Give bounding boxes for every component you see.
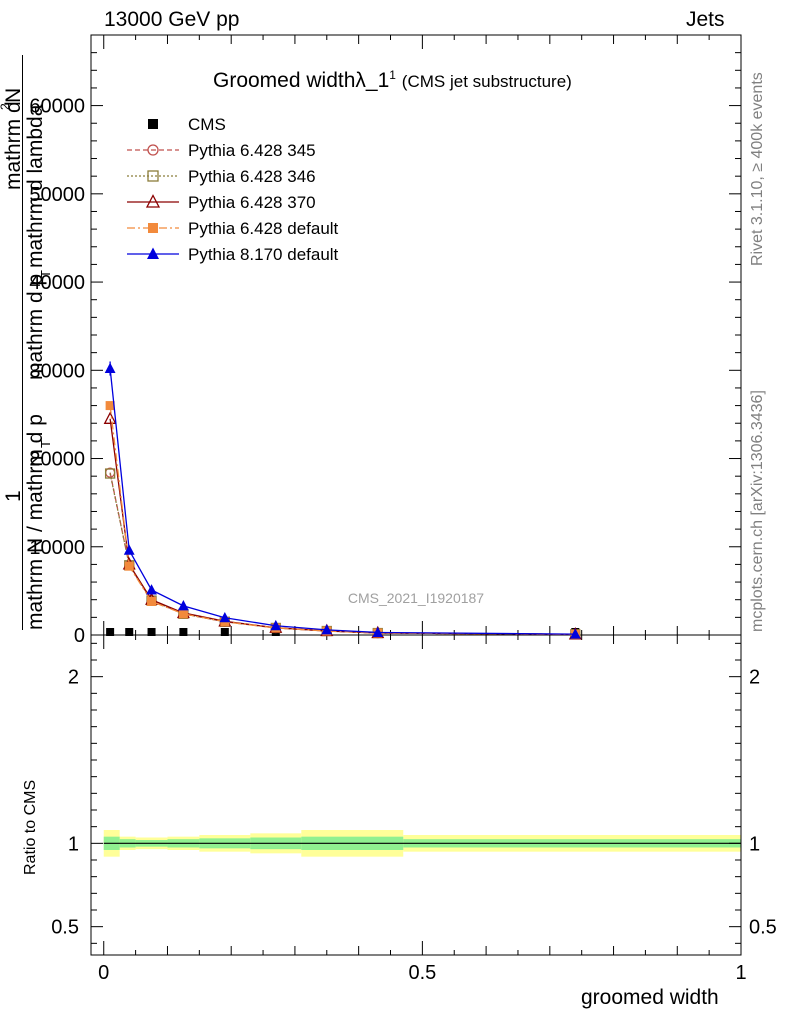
legend-marker-p346 bbox=[147, 170, 159, 182]
data-point-cms bbox=[106, 628, 115, 636]
main-axes: 0 10000 20000 30000 40000 50000 60000 bbox=[29, 34, 742, 647]
data-point-p370 bbox=[103, 411, 117, 424]
header-collision: 13000 GeV pp bbox=[104, 8, 240, 31]
legend-item-p346: Pythia 6.428 346 bbox=[127, 167, 316, 186]
legend-item-cms: CMS bbox=[148, 115, 226, 134]
plot-title-main: Groomed width bbox=[213, 69, 356, 92]
y-tick-label-main: 60000 bbox=[29, 96, 85, 118]
data-point-p8 bbox=[569, 628, 581, 639]
legend-marker-p370 bbox=[145, 194, 161, 208]
legend-item-p8: Pythia 8.170 default bbox=[127, 245, 339, 264]
data-point-p8 bbox=[178, 600, 189, 611]
legend-label-p370: Pythia 6.428 370 bbox=[188, 193, 316, 212]
header-category: Jets bbox=[686, 8, 725, 31]
plot-title-sup: 1 bbox=[389, 68, 396, 82]
x-tick-label: 0 bbox=[98, 962, 109, 984]
ratio-axes: 0 0.5 1 0.5 0.5 1 1 2 2 bbox=[51, 634, 777, 984]
y-tick-label-main: 20000 bbox=[29, 449, 85, 471]
y-tick-label-ratio: 0.5 bbox=[51, 917, 79, 939]
legend-item-pdef: Pythia 6.428 default bbox=[127, 219, 339, 238]
y-tick-label-ratio: 2 bbox=[68, 667, 79, 689]
data-point-pdef bbox=[124, 561, 134, 571]
data-point-p8 bbox=[270, 619, 282, 631]
legend: CMS Pythia 6.428 345 Pythia 6.428 346 Pythi… bbox=[127, 115, 339, 264]
legend-marker-p345 bbox=[147, 144, 159, 156]
y-tick-label-ratio-right: 1 bbox=[749, 833, 760, 855]
series-line-pdef bbox=[109, 405, 576, 635]
data-point-p8 bbox=[372, 626, 384, 637]
data-point-p346 bbox=[104, 468, 116, 479]
plot-title: Groomed widthλ_11 (CMS jet substructure) bbox=[213, 68, 572, 93]
data-point-cms bbox=[179, 628, 188, 636]
legend-marker-pdef bbox=[148, 223, 158, 233]
x-tick-label: 0.5 bbox=[408, 962, 436, 984]
data-point-p8 bbox=[123, 544, 135, 555]
y-tick-label-main: 0 bbox=[74, 625, 85, 647]
legend-label-cms: CMS bbox=[188, 115, 226, 134]
legend-label-p8: Pythia 8.170 default bbox=[188, 245, 339, 264]
data-point-cms bbox=[220, 628, 229, 636]
ratio-bands bbox=[103, 830, 741, 857]
series-line-p8 bbox=[109, 368, 576, 635]
legend-label-p345: Pythia 6.428 345 bbox=[188, 141, 316, 160]
series-p8 bbox=[104, 362, 581, 639]
data-point-p8 bbox=[146, 584, 157, 595]
plot-title-sub: (CMS jet substructure) bbox=[401, 72, 572, 91]
data-point-cms bbox=[125, 628, 134, 636]
ratio-plot-frame bbox=[90, 634, 742, 956]
y-tick-label-main: 10000 bbox=[29, 537, 85, 559]
legend-marker-cms bbox=[148, 119, 158, 129]
legend-label-pdef: Pythia 6.428 default bbox=[188, 219, 339, 238]
legend-item-p345: Pythia 6.428 345 bbox=[127, 141, 316, 160]
data-point-pdef bbox=[178, 609, 188, 619]
data-point-pdef bbox=[147, 596, 157, 606]
y-tick-label-main: 30000 bbox=[29, 360, 85, 382]
data-point-p8 bbox=[321, 624, 333, 635]
y-tick-label-ratio-right: 2 bbox=[749, 667, 760, 689]
analysis-watermark: CMS_2021_I1920187 bbox=[348, 590, 484, 606]
y-tick-label-main: 40000 bbox=[29, 272, 85, 294]
y-tick-label-ratio: 1 bbox=[68, 833, 79, 855]
plot-title-lambda: λ_1 bbox=[355, 69, 390, 92]
series-layer bbox=[103, 361, 582, 640]
y-tick-label-ratio-right: 0.5 bbox=[749, 917, 777, 939]
series-p346 bbox=[104, 468, 581, 640]
y-tick-label-main: 50000 bbox=[29, 184, 85, 206]
legend-marker-p8 bbox=[147, 247, 159, 259]
x-axis-label: groomed width bbox=[581, 986, 719, 1009]
legend-item-p370: Pythia 6.428 370 bbox=[127, 193, 316, 212]
series-p345 bbox=[104, 467, 581, 640]
series-line-p370 bbox=[109, 418, 576, 635]
legend-label-p346: Pythia 6.428 346 bbox=[188, 167, 316, 186]
data-point-cms bbox=[147, 628, 156, 636]
data-point-p8 bbox=[219, 611, 231, 623]
x-tick-label: 1 bbox=[735, 962, 746, 984]
data-point-pdef bbox=[105, 401, 115, 411]
series-p370 bbox=[103, 411, 582, 640]
